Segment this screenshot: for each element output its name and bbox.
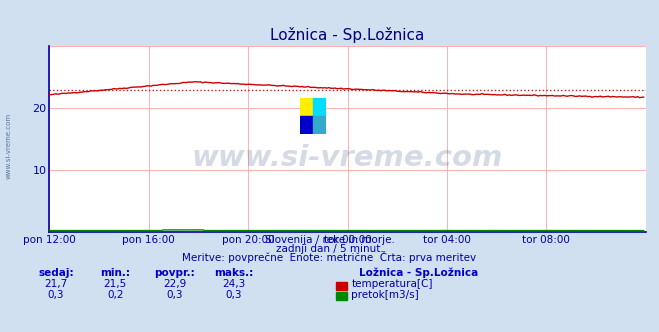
Bar: [313, 98, 326, 116]
Text: www.si-vreme.com: www.si-vreme.com: [5, 113, 11, 179]
Text: 21,5: 21,5: [103, 279, 127, 289]
Bar: [300, 98, 313, 116]
Text: sedaj:: sedaj:: [38, 268, 74, 278]
Text: zadnji dan / 5 minut.: zadnji dan / 5 minut.: [275, 244, 384, 254]
Text: www.si-vreme.com: www.si-vreme.com: [192, 144, 503, 172]
Text: 0,3: 0,3: [225, 290, 243, 300]
Text: Ložnica - Sp.Ložnica: Ložnica - Sp.Ložnica: [359, 268, 478, 278]
Text: temperatura[C]: temperatura[C]: [351, 279, 433, 289]
Bar: [300, 116, 313, 134]
Text: povpr.:: povpr.:: [154, 268, 195, 278]
Text: 0,3: 0,3: [47, 290, 65, 300]
Text: maks.:: maks.:: [214, 268, 254, 278]
Text: 21,7: 21,7: [44, 279, 68, 289]
Text: Meritve: povprečne  Enote: metrične  Črta: prva meritev: Meritve: povprečne Enote: metrične Črta:…: [183, 251, 476, 263]
Text: 22,9: 22,9: [163, 279, 186, 289]
Title: Ložnica - Sp.Ložnica: Ložnica - Sp.Ložnica: [270, 27, 425, 42]
Text: 0,2: 0,2: [107, 290, 124, 300]
Text: Slovenija / reke in morje.: Slovenija / reke in morje.: [264, 235, 395, 245]
Text: 0,3: 0,3: [166, 290, 183, 300]
Text: min.:: min.:: [100, 268, 130, 278]
Bar: [313, 116, 326, 134]
Text: 24,3: 24,3: [222, 279, 246, 289]
Text: pretok[m3/s]: pretok[m3/s]: [351, 290, 419, 300]
